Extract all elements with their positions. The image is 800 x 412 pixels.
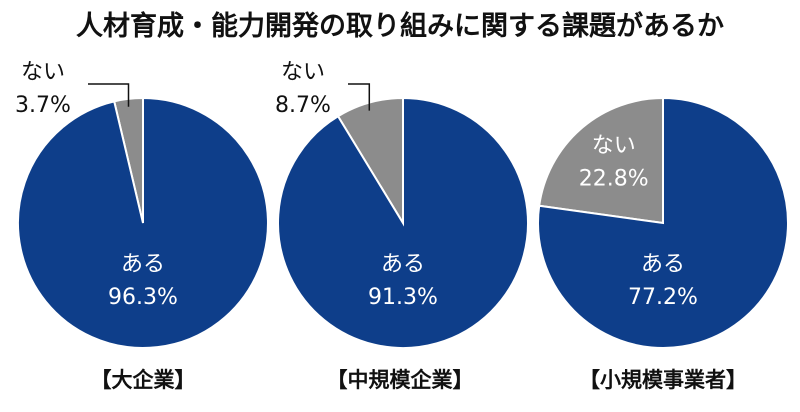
label-no-name: ない (592, 133, 636, 158)
chart-title: 人材育成・能力開発の取り組みに関する課題があるか (76, 11, 724, 42)
leader-line (88, 83, 130, 107)
label-no-value: 3.7% (15, 93, 71, 118)
label-no-name: ない (21, 60, 65, 85)
pie-chart-3: ある 77.2% ない 22.8% 【小規模事業者】 (537, 96, 789, 392)
slice-no (538, 96, 664, 225)
label-yes-value: 77.2% (628, 285, 698, 310)
label-no-value: 8.7% (275, 93, 331, 118)
label-yes-value: 96.3% (108, 285, 178, 310)
chart-caption: 【中規模企業】 (327, 368, 474, 392)
slice-yes (537, 96, 789, 349)
label-yes-name: ある (381, 252, 425, 277)
chart-caption: 【小規模事業者】 (579, 368, 747, 392)
leader-line (348, 83, 371, 111)
label-no-name: ない (281, 60, 325, 85)
label-yes-name: ある (641, 252, 685, 277)
pie-chart-2: ある 91.3% ない 8.7% 【中規模企業】 (275, 60, 530, 392)
pie-chart-1: ある 96.3% ない 3.7% 【大企業】 (15, 60, 269, 392)
slice-yes (16, 96, 269, 349)
slice-yes (277, 96, 530, 349)
label-yes-name: ある (121, 252, 165, 277)
chart-caption: 【大企業】 (91, 368, 196, 392)
label-no-value: 22.8% (579, 166, 649, 191)
label-yes-value: 91.3% (368, 285, 438, 310)
